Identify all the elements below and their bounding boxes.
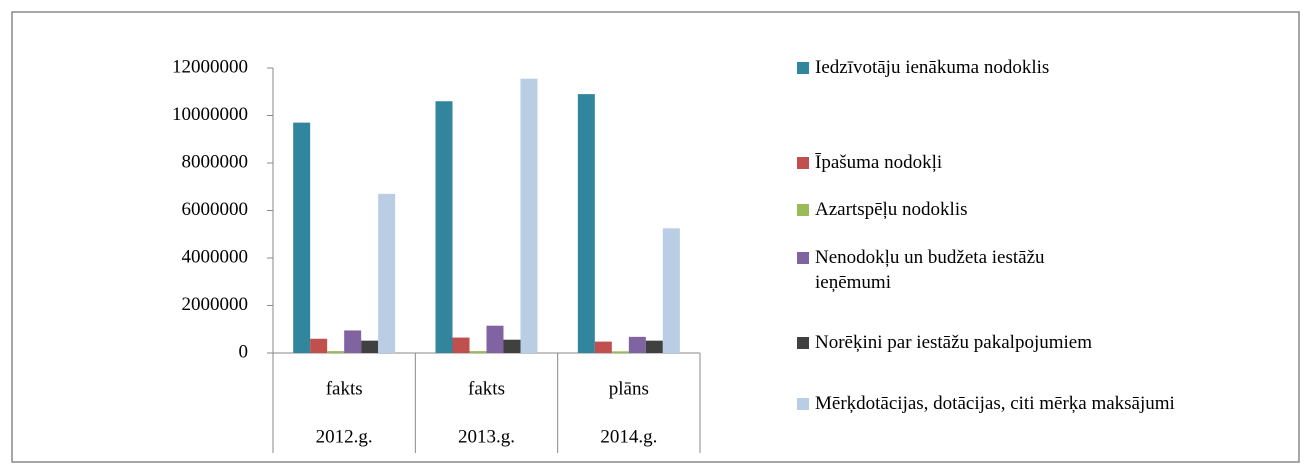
- legend-label: Īpašuma nodokļi: [815, 152, 943, 173]
- bar: [435, 101, 453, 353]
- bar: [577, 94, 595, 353]
- y-tick-label: 2000000: [182, 294, 249, 315]
- legend-swatch: [797, 204, 809, 216]
- x-group-label: 2013.g.: [458, 426, 515, 447]
- bar: [293, 122, 311, 353]
- legend-swatch: [797, 252, 809, 264]
- legend-label: Norēķini par iestāžu pakalpojumiem: [815, 332, 1092, 353]
- x-tick-label: plāns: [609, 378, 649, 399]
- legend-swatch: [797, 157, 809, 169]
- legend-swatch: [797, 62, 809, 74]
- bar: [310, 338, 328, 353]
- bar: [628, 336, 646, 353]
- bar: [486, 325, 504, 353]
- bar: [611, 351, 629, 353]
- bar: [327, 351, 345, 353]
- legend-swatch: [797, 398, 809, 410]
- y-tick-label: 4000000: [182, 246, 249, 267]
- legend-label: Nenodokļu un budžeta iestāžu ieņēmumi: [815, 247, 1045, 293]
- y-tick-label: 10000000: [172, 104, 248, 125]
- legend-label: Mērķdotācijas, dotācijas, citi mērķa mak…: [815, 393, 1175, 414]
- bar: [469, 351, 487, 353]
- legend-label: Iedzīvotāju ienākuma nodoklis: [815, 57, 1050, 78]
- x-tick-label: fakts: [468, 378, 505, 399]
- bar: [344, 330, 362, 353]
- x-group-label: 2012.g.: [316, 426, 373, 447]
- bar: [662, 228, 680, 353]
- y-tick-label: 6000000: [182, 199, 249, 220]
- x-tick-label: fakts: [326, 378, 363, 399]
- x-group-label: 2014.g.: [600, 426, 657, 447]
- y-tick-label: 0: [239, 341, 249, 362]
- chart-border: [11, 11, 1300, 463]
- y-tick-label: 12000000: [172, 56, 248, 77]
- bar: [361, 340, 379, 353]
- bar: [503, 339, 521, 353]
- bar: [452, 337, 470, 353]
- legend-swatch: [797, 337, 809, 349]
- bar: [520, 78, 538, 353]
- bar: [645, 340, 663, 353]
- y-tick-label: 8000000: [182, 151, 249, 172]
- legend-label: Azartspēļu nodoklis: [815, 199, 968, 220]
- bar: [594, 341, 612, 353]
- bar: [378, 193, 396, 353]
